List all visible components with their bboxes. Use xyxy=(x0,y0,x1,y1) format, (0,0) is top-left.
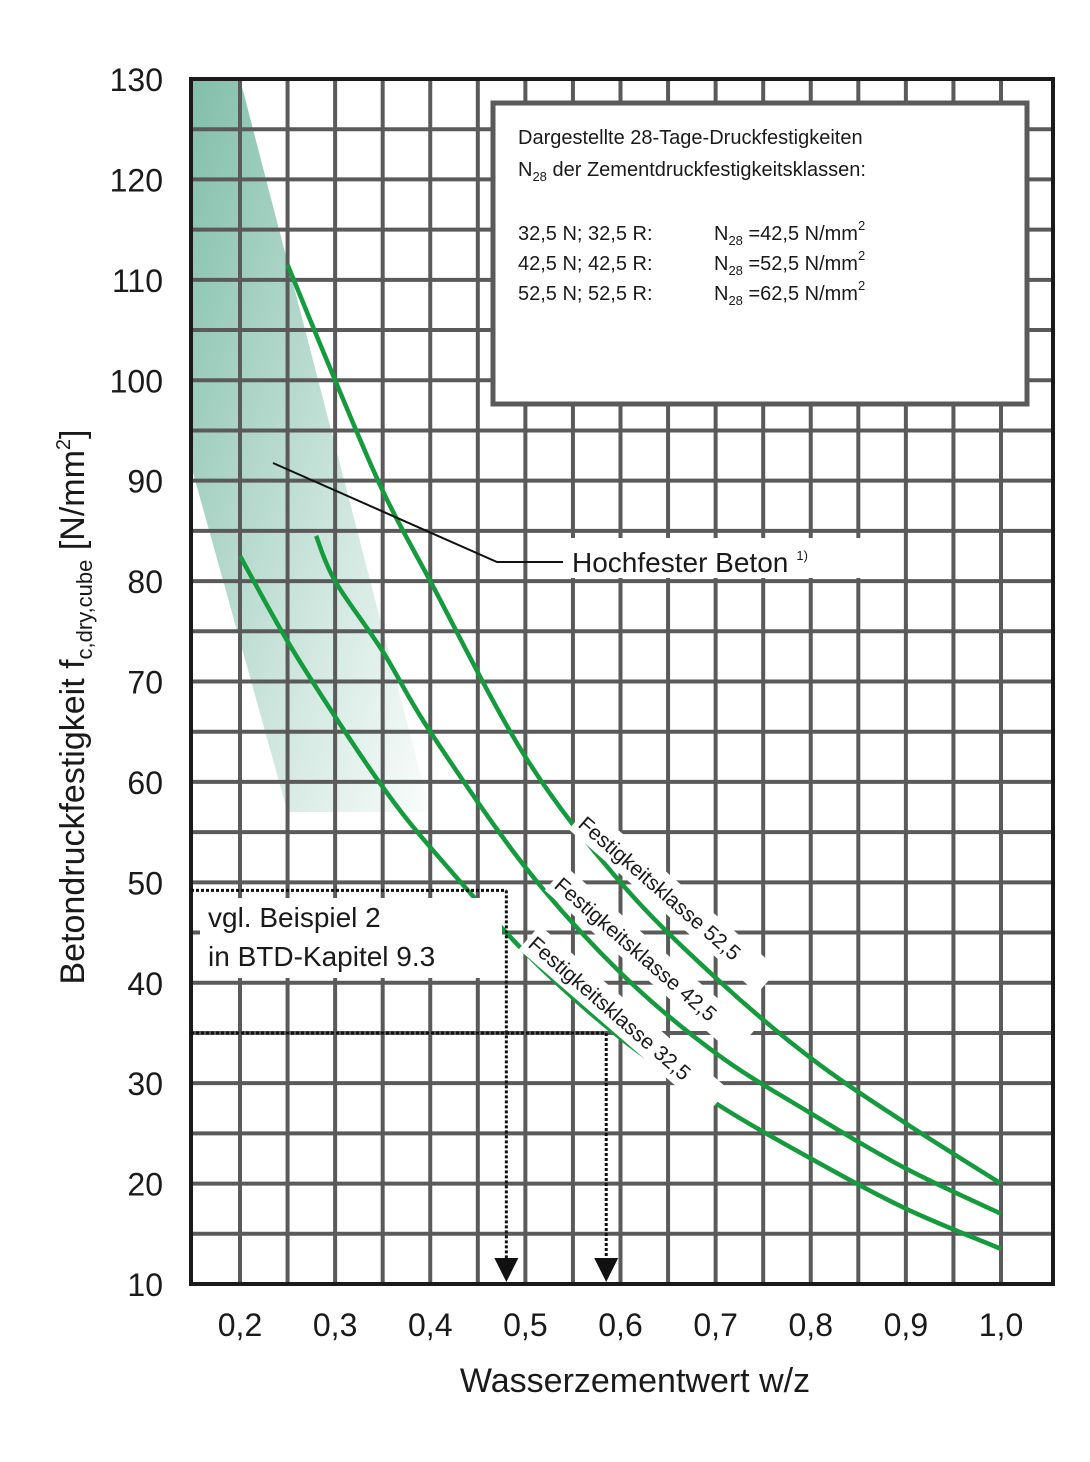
plot-frame xyxy=(189,77,1055,1286)
legend-row-2-value: N28 =52,5 N/mm2 xyxy=(714,248,865,278)
legend-line-1: Dargestellte 28-Tage-Druckfestigkeiten xyxy=(518,127,863,149)
legend-row-1-classes: 32,5 N; 32,5 R: xyxy=(518,223,653,245)
y-tick-label: 10 xyxy=(127,1267,163,1303)
example-arrow-2 xyxy=(594,1258,619,1282)
legend-box-frame xyxy=(490,100,1030,407)
x-tick-label: 0,2 xyxy=(218,1307,262,1343)
tick-labels: 10 20 30 40 50 60 70 80 90 100 110 120 130 0,2 0,3 0,4 0… xyxy=(110,62,1024,1343)
x-tick-label: 0,9 xyxy=(884,1307,928,1343)
legend-box: Dargestellte 28-Tage-Druckfestigkeiten N… xyxy=(490,100,1030,407)
y-tick-label: 70 xyxy=(127,665,163,701)
x-tick-label: 0,5 xyxy=(503,1307,547,1343)
y-tick-label: 30 xyxy=(127,1066,163,1102)
example-arrow-1 xyxy=(494,1258,519,1282)
high-strength-region-layer xyxy=(192,79,431,813)
high-strength-leader-line xyxy=(272,462,565,563)
high-strength-label-bg xyxy=(563,538,875,578)
y-tick-label: 100 xyxy=(110,363,163,399)
legend-row-3-classes: 52,5 N; 52,5 R: xyxy=(518,283,653,305)
high-strength-label: Hochfester Beton 1) xyxy=(572,547,808,578)
y-tick-label: 120 xyxy=(110,162,163,198)
y-tick-label: 60 xyxy=(127,765,163,801)
plot-border xyxy=(189,77,1055,1286)
example-label-line-1: vgl. Beispiel 2 xyxy=(208,902,381,933)
x-axis-label: Wasserzementwert w/z xyxy=(460,1362,810,1400)
curve-label-32-5-bg xyxy=(518,925,729,1114)
high-strength-annotation: Hochfester Beton 1) xyxy=(272,462,875,578)
y-tick-label: 50 xyxy=(127,865,163,901)
legend-row-3-value: N28 =62,5 N/mm2 xyxy=(714,278,865,308)
x-tick-label: 0,6 xyxy=(598,1307,642,1343)
y-axis-label: Betondruckfestigkeit fc,dry,cube [N/mm2] xyxy=(53,429,97,984)
example-lookup xyxy=(191,888,619,1282)
y-tick-label: 110 xyxy=(112,263,163,299)
y-tick-label: 130 xyxy=(110,62,163,98)
y-tick-label: 40 xyxy=(127,966,163,1002)
curve-label-42-5-bg xyxy=(544,866,755,1055)
x-tick-label: 0,4 xyxy=(408,1307,452,1343)
y-tick-label: 20 xyxy=(127,1167,163,1203)
x-tick-label: 1,0 xyxy=(979,1307,1023,1343)
legend-row-2-classes: 42,5 N; 42,5 R: xyxy=(518,253,653,275)
curve-label-52-5-bg xyxy=(568,805,779,994)
y-tick-label: 90 xyxy=(127,464,163,500)
x-tick-label: 0,8 xyxy=(789,1307,833,1343)
example-label: vgl. Beispiel 2 in BTD-Kapitel 9.3 xyxy=(200,898,502,978)
example-label-bg xyxy=(200,898,502,978)
curve-------------------52-5 xyxy=(285,263,1003,1186)
legend-row-1-value: N28 =42,5 N/mm2 xyxy=(714,218,865,248)
x-tick-label: 0,3 xyxy=(313,1307,357,1343)
high-strength-region xyxy=(192,79,431,813)
curve-label-52-5: Festigkeitsklasse 52,5 xyxy=(574,812,745,965)
example-label-line-2: in BTD-Kapitel 9.3 xyxy=(208,941,435,972)
x-tick-label: 0,7 xyxy=(693,1307,737,1343)
legend-line-2: N28 der Zementdruckfestigkeitsklassen: xyxy=(518,159,866,184)
curve-------------------42-5 xyxy=(314,535,1002,1216)
y-tick-label: 80 xyxy=(127,564,163,600)
